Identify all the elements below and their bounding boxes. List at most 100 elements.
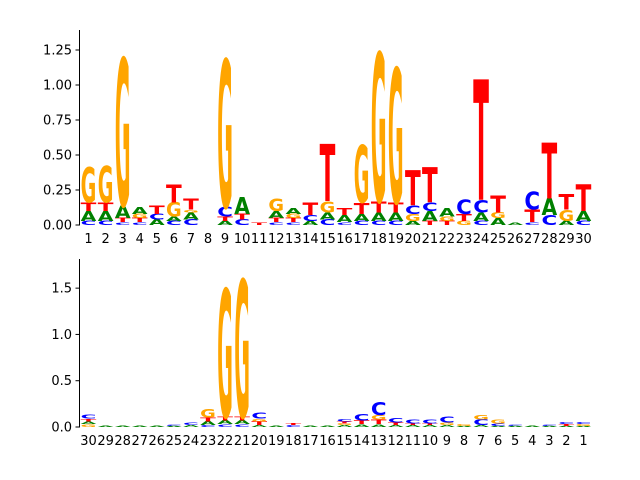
- logo-letter-c: C: [405, 419, 421, 425]
- logo-letter-g: G: [371, 414, 387, 421]
- logo-letter-c: C: [337, 222, 353, 226]
- x-tick-label: 2: [562, 434, 570, 449]
- logo-letter-c: C: [576, 219, 592, 226]
- logo-letter-t: T: [251, 421, 268, 427]
- x-tick-label: 11: [405, 434, 422, 449]
- y-tick-label: 0.50: [43, 149, 72, 164]
- y-tick-label: 1.0: [51, 328, 72, 343]
- logo-letter-t: T: [149, 204, 165, 217]
- logo-letter-a: A: [371, 424, 388, 428]
- logo-letter-a: A: [524, 426, 541, 427]
- x-tick-label: 13: [285, 232, 302, 247]
- logo-letter-g: G: [268, 196, 284, 216]
- x-tick-label: 10: [422, 434, 439, 449]
- logo-letter-t: T: [268, 217, 284, 224]
- x-tick-label: 28: [541, 232, 558, 247]
- logo-letter-a: A: [98, 209, 115, 225]
- logo-letter-a: A: [490, 216, 507, 227]
- logo-letter-a: A: [337, 213, 354, 224]
- logo-letter-a: A: [354, 212, 371, 223]
- logo-letter-t: T: [183, 195, 199, 213]
- logo-letter-t: T: [81, 201, 97, 214]
- x-tick-label: 4: [528, 434, 536, 449]
- logo-letter-c: C: [200, 425, 216, 428]
- logo-letter-a: A: [559, 220, 575, 227]
- logo-letter-c: C: [234, 218, 250, 227]
- x-tick-label: 29: [558, 232, 575, 247]
- logo-letter-c: C: [490, 423, 506, 427]
- logo-letter-a: A: [183, 210, 200, 221]
- logo-letter-c: C: [354, 412, 370, 422]
- logo-letter-a: A: [559, 426, 576, 427]
- logo-letter-g: G: [405, 212, 421, 223]
- logo-letter-a: A: [320, 210, 337, 221]
- logo-letter-a: A: [439, 206, 455, 219]
- logo-letter-c: C: [217, 424, 233, 428]
- logo-letter-a: A: [234, 420, 250, 426]
- x-tick-label: 6: [170, 232, 178, 247]
- logo-letter-a: A: [456, 426, 473, 427]
- x-tick-label: 14: [353, 434, 370, 449]
- logo-letter-t: T: [251, 222, 268, 226]
- logo-letter-t: T: [473, 47, 489, 239]
- x-tick-label: 21: [422, 232, 439, 247]
- logo-letter-c: C: [371, 219, 387, 226]
- logo-letter-a: A: [354, 424, 371, 428]
- x-tick-label: 8: [204, 232, 212, 247]
- logo-letter-c: C: [405, 204, 421, 217]
- logo-letter-g: G: [166, 199, 182, 222]
- logo-letter-t: T: [234, 213, 250, 222]
- logo-letter-t: T: [456, 213, 472, 224]
- logo-letter-a: A: [132, 205, 149, 216]
- x-tick-label: 12: [268, 232, 285, 247]
- x-tick-label: 3: [119, 232, 127, 247]
- logo-letter-g: G: [456, 220, 472, 227]
- logo-letter-t: T: [422, 220, 438, 227]
- logo-letter-a: A: [303, 426, 320, 427]
- logo-letter-t: T: [200, 417, 217, 423]
- x-tick-label: 9: [443, 434, 451, 449]
- x-tick-label: 22: [439, 232, 456, 247]
- logo-letter-a: A: [422, 209, 439, 225]
- x-tick-label: 1: [84, 232, 92, 247]
- logo-letter-g: G: [490, 419, 506, 425]
- logo-letter-a: A: [405, 425, 422, 428]
- logo-letter-g: G: [98, 156, 114, 214]
- x-tick-label: 26: [149, 434, 166, 449]
- logo-letter-t: T: [337, 421, 354, 424]
- logo-letter-c: C: [183, 422, 199, 426]
- logo-letter-t: T: [337, 207, 353, 218]
- x-tick-label: 7: [187, 232, 195, 247]
- logo-letter-c: C: [456, 196, 472, 219]
- logo-letter-a: A: [115, 426, 132, 427]
- logo-letter-t: T: [285, 217, 301, 224]
- x-tick-label: 17: [302, 434, 319, 449]
- logo-letter-c: C: [337, 418, 353, 422]
- x-tick-label: 15: [336, 434, 353, 449]
- logo-letter-t: T: [354, 420, 371, 426]
- logo-letter-a: A: [388, 425, 405, 428]
- x-tick-label: 19: [387, 232, 404, 247]
- logo-letter-a: A: [541, 426, 558, 427]
- x-tick-label: 30: [80, 434, 97, 449]
- logo-letter-g: G: [183, 209, 199, 213]
- x-tick-label: 22: [217, 434, 234, 449]
- logo-letter-c: C: [166, 425, 182, 427]
- logo-letter-a: A: [439, 425, 456, 428]
- logo-letter-a: A: [422, 425, 439, 428]
- logo-letter-t: T: [371, 418, 387, 426]
- x-tick-label: 30: [575, 232, 592, 247]
- logo-letter-t: T: [524, 206, 540, 226]
- logo-letter-g: G: [251, 418, 267, 422]
- x-tick-label: 2: [101, 232, 109, 247]
- logo-letter-c: C: [234, 424, 250, 428]
- x-tick-label: 8: [460, 434, 468, 449]
- logo-letter-c: C: [559, 422, 575, 425]
- logo-letter-c: C: [473, 418, 489, 427]
- logo-letter-a: A: [507, 222, 524, 226]
- y-tick-label: 1.5: [51, 282, 72, 297]
- logo-letter-t: T: [388, 422, 405, 426]
- x-tick-label: 11: [251, 232, 268, 247]
- logo-letter-a: A: [81, 421, 98, 425]
- logo-letter-a: A: [541, 195, 557, 222]
